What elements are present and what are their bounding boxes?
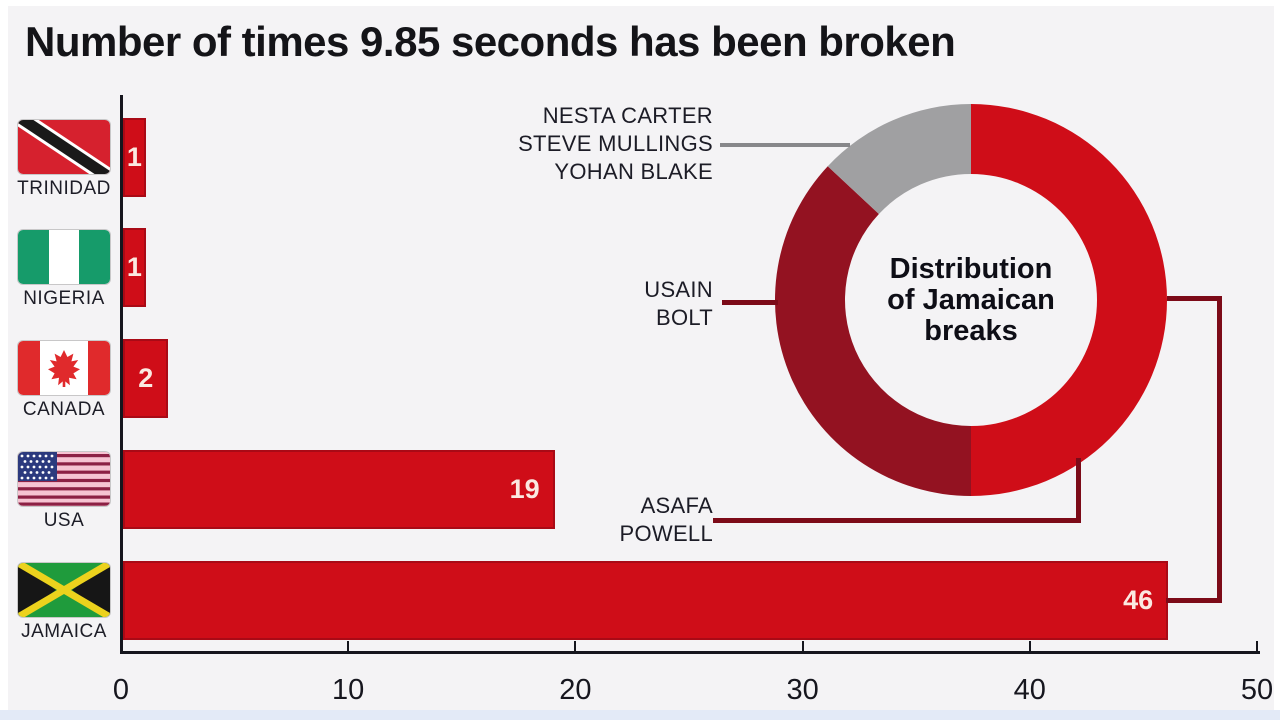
donut-chart bbox=[775, 104, 1167, 496]
axis-tick-label: 0 bbox=[112, 674, 130, 706]
donut-center-label: Distribution of Jamaican breaks bbox=[821, 254, 1121, 347]
nigeria-flag-icon bbox=[18, 230, 110, 284]
x-axis-line bbox=[120, 651, 1260, 654]
bar-usa: 19 bbox=[123, 450, 555, 529]
axis-tick bbox=[801, 641, 804, 651]
canada-flag-icon bbox=[18, 341, 110, 395]
y-axis-line bbox=[120, 95, 123, 653]
connector-jamaica-top bbox=[1167, 296, 1222, 301]
axis-tick bbox=[574, 641, 577, 651]
bar-nigeria: 1 bbox=[123, 228, 146, 307]
annotation-usain-bolt: USAIN BOLT bbox=[513, 276, 713, 332]
trinidad-flag-icon bbox=[18, 120, 110, 174]
usa-flag-icon bbox=[18, 452, 110, 506]
country-label: TRINIDAD bbox=[17, 178, 111, 199]
axis-tick bbox=[120, 641, 122, 651]
bar-value: 2 bbox=[138, 363, 154, 393]
bar-row-canada: CANADA 2 bbox=[0, 339, 1280, 429]
connector-jamaica-vertical bbox=[1217, 296, 1222, 603]
donut-slice bbox=[971, 104, 1167, 496]
axis-tick-label: 20 bbox=[559, 674, 592, 706]
country-label: NIGERIA bbox=[23, 288, 105, 309]
bar-canada: 2 bbox=[123, 339, 169, 418]
donut-slice bbox=[775, 166, 971, 496]
country-label: CANADA bbox=[22, 399, 106, 420]
leader-line-powell-vertical bbox=[1076, 458, 1081, 523]
axis-tick-label: 10 bbox=[332, 674, 365, 706]
bottom-strip bbox=[0, 710, 1280, 720]
bar-trinidad: 1 bbox=[123, 118, 146, 197]
axis-tick-label: 50 bbox=[1240, 674, 1274, 706]
connector-jamaica-bottom bbox=[1166, 598, 1222, 603]
bar-row-nigeria: NIGERIA 1 bbox=[0, 228, 1280, 318]
axis-tick bbox=[347, 641, 350, 651]
chart-title: Number of times 9.85 seconds has been br… bbox=[25, 18, 956, 65]
country-label: JAMAICA bbox=[21, 621, 107, 642]
bar-value: 19 bbox=[509, 474, 540, 504]
bar-value: 46 bbox=[1123, 585, 1154, 615]
bar-value: 1 bbox=[126, 252, 142, 282]
axis-tick-label: 40 bbox=[1013, 674, 1046, 706]
annotation-line: NESTA CARTER bbox=[542, 103, 713, 128]
annotation-asafa-powell: ASAFA POWELL bbox=[513, 492, 713, 548]
annotation-line: STEVE MULLINGS bbox=[518, 131, 713, 156]
bar-value: 1 bbox=[126, 142, 142, 172]
leader-line-powell-horizontal bbox=[713, 518, 1081, 523]
bar-row-usa: USA 19 bbox=[0, 450, 1280, 540]
annotation-line: YOHAN BLAKE bbox=[554, 159, 713, 184]
annotation-line: ASAFA bbox=[640, 493, 713, 518]
annotation-carter-mullings-blake: NESTA CARTER STEVE MULLINGS YOHAN BLAKE bbox=[413, 102, 713, 186]
donut-center-line: of Jamaican bbox=[887, 284, 1055, 316]
axis-tick bbox=[1028, 641, 1031, 651]
donut-center-line: Distribution bbox=[889, 253, 1053, 285]
bar-row-jamaica: JAMAICA 46 bbox=[0, 561, 1280, 651]
donut-center-line: breaks bbox=[924, 315, 1018, 347]
axis-tick-label: 30 bbox=[786, 674, 819, 706]
bar-jamaica: 46 bbox=[123, 561, 1169, 640]
leader-line-gray-group bbox=[720, 143, 850, 147]
annotation-line: POWELL bbox=[619, 521, 713, 546]
axis-tick bbox=[1256, 641, 1258, 651]
donut-slice bbox=[827, 104, 971, 214]
leader-line-bolt bbox=[722, 300, 778, 305]
annotation-line: BOLT bbox=[655, 305, 713, 330]
jamaica-flag-icon bbox=[18, 563, 110, 617]
country-label: USA bbox=[43, 510, 85, 531]
bar-row-trinidad: TRINIDAD 1 bbox=[0, 118, 1280, 208]
annotation-line: USAIN bbox=[644, 277, 713, 302]
